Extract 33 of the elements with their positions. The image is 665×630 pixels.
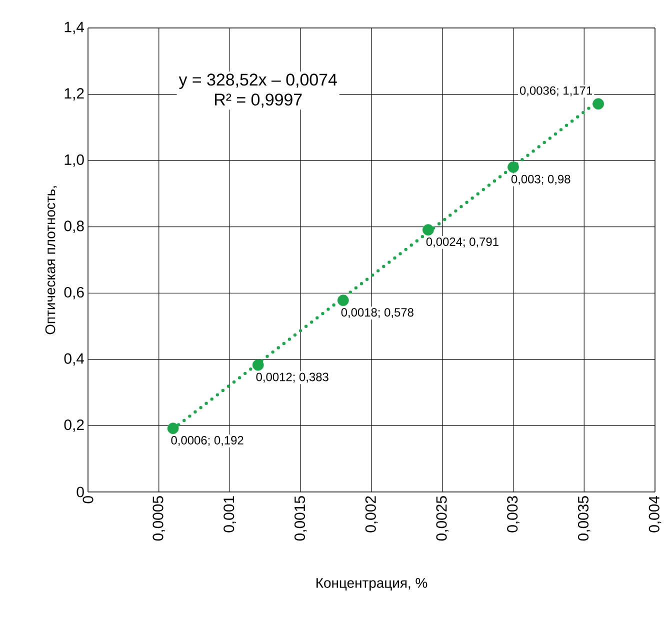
- y-tick-label: 0,2: [64, 420, 84, 432]
- point: [337, 294, 349, 306]
- data-label: 0,0006; 0,192: [171, 436, 244, 446]
- x-tick-label: 0,0015: [294, 496, 307, 541]
- x-tick-label: 0,004: [648, 496, 662, 532]
- x-tick-label: 0,002: [365, 496, 378, 532]
- x-tick-label: 0,0005: [152, 496, 166, 541]
- data-label: 0,003; 0,98: [511, 174, 570, 185]
- point: [252, 359, 264, 371]
- y-tick-label: 1,4: [64, 22, 84, 34]
- data-label: 0,0018; 0,578: [341, 308, 414, 318]
- x-tick-label: 0: [82, 496, 94, 504]
- y-tick-label: 0,4: [64, 353, 84, 366]
- y-tick-label: 0,8: [64, 220, 84, 234]
- annotation: R² = 0,9997: [215, 94, 302, 108]
- y-tick-label: 0: [76, 486, 84, 498]
- point: [167, 422, 179, 434]
- data-label: 0,0024; 0,791: [426, 238, 498, 248]
- data-label: 0,0036; 1,171: [520, 86, 592, 96]
- x-tick-label: 0,001: [224, 496, 236, 532]
- y-axis-title: Оптическая плотность,: [45, 186, 57, 334]
- x-axis-title: Концентрация, %: [316, 578, 428, 591]
- x-tick-label: 0,003: [507, 496, 520, 532]
- point: [422, 224, 434, 236]
- y-tick-label: 1,2: [64, 88, 84, 100]
- point: [508, 161, 519, 173]
- y-tick-label: 1,0: [64, 154, 84, 167]
- annotation: y = 328,52x – 0,0074: [178, 74, 337, 90]
- data-label: 0,0012; 0,383: [256, 372, 328, 383]
- x-tick-label: 0,0035: [578, 496, 590, 541]
- x-tick-label: 0,0025: [436, 496, 449, 541]
- y-tick-label: 0,6: [64, 286, 84, 300]
- point: [592, 98, 604, 110]
